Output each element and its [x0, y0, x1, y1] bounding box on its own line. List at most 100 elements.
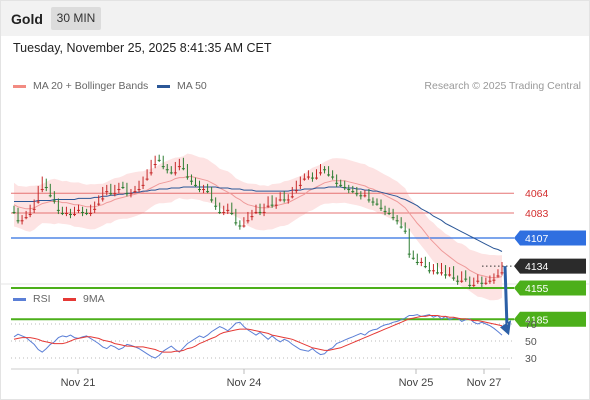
candle-body [278, 199, 282, 201]
candle [298, 176, 302, 190]
candle-body [339, 184, 343, 186]
candle [250, 209, 254, 221]
candle [254, 204, 258, 215]
timestamp: Tuesday, November 25, 2025 8:41:35 AM CE… [13, 41, 272, 55]
candle [193, 177, 197, 187]
candle [16, 207, 20, 224]
level-tag-4134 [514, 258, 586, 274]
candles-group [12, 154, 504, 290]
candle-body [327, 174, 331, 176]
candle [214, 197, 218, 210]
candle-body [36, 201, 40, 203]
candle-body [258, 211, 262, 213]
candle [435, 263, 439, 275]
candle [314, 169, 318, 180]
candle-body [331, 176, 335, 178]
candle [319, 164, 323, 176]
candle [48, 183, 52, 198]
candle-body [141, 184, 145, 186]
candle [347, 184, 351, 194]
candle [403, 222, 407, 234]
candle-body [16, 220, 20, 222]
candle-body [153, 164, 157, 166]
candle-body [403, 230, 407, 232]
candle [97, 195, 101, 206]
candle-body [488, 280, 492, 282]
candle [60, 206, 64, 216]
candle [185, 164, 189, 180]
candle-body [298, 184, 302, 186]
candle-body [121, 186, 125, 188]
candle [109, 183, 113, 196]
candle [44, 178, 48, 192]
candle [153, 155, 157, 169]
candle [226, 203, 230, 215]
candle [149, 159, 153, 176]
candle [141, 176, 145, 190]
legend-swatch-rsi [13, 297, 26, 301]
candle-body [476, 280, 480, 282]
candle-body [492, 279, 496, 281]
candle [323, 166, 327, 174]
candle-body [206, 191, 210, 193]
candle-body [81, 211, 85, 213]
candle [105, 184, 109, 196]
candle-body [133, 191, 137, 193]
candle [173, 161, 177, 176]
candle-body [68, 214, 72, 216]
candle-body [20, 220, 24, 222]
candle-body [435, 272, 439, 274]
rsi-ma-line [13, 315, 503, 353]
candle [258, 203, 262, 216]
candle [72, 206, 76, 217]
candle-body [173, 172, 177, 174]
candle [492, 273, 496, 284]
bollinger-band [14, 153, 502, 301]
candle-body [185, 176, 189, 178]
candle-body [234, 222, 238, 224]
timeframe-button[interactable]: 30 MIN [51, 7, 101, 30]
candle [89, 204, 93, 217]
candle [40, 176, 44, 193]
candle [427, 261, 431, 274]
candle-body [294, 190, 298, 192]
candle [359, 191, 363, 200]
candle [343, 180, 347, 191]
candle [448, 267, 452, 277]
candle-body [282, 199, 286, 201]
candle-body [419, 261, 423, 263]
candle [383, 205, 387, 216]
candle-body [145, 178, 149, 180]
candle-body [319, 172, 323, 174]
candle-body [40, 189, 44, 191]
candle [52, 191, 56, 204]
candle-body [24, 217, 28, 219]
candle [246, 211, 250, 224]
candle [387, 207, 391, 216]
candle-body [181, 168, 185, 170]
ma20-line [13, 176, 503, 279]
candle-body [367, 199, 371, 201]
candle [169, 166, 173, 175]
legend-label-ma20: MA 20 + Bollinger Bands [33, 80, 149, 92]
candle-body [480, 282, 484, 284]
candle [452, 266, 456, 281]
candle [339, 179, 343, 187]
candle-body [28, 214, 32, 216]
candle [456, 275, 460, 285]
legend-label-ma50: MA 50 [177, 80, 207, 92]
candle-body [60, 213, 64, 214]
legend-label-rsi: RSI [33, 293, 51, 305]
candle-body [250, 216, 254, 218]
candle [391, 208, 395, 221]
candle-body [214, 205, 218, 207]
candle-body [125, 193, 129, 195]
candle [85, 208, 89, 216]
candle [218, 202, 222, 215]
candle [12, 205, 16, 215]
candle-body [314, 177, 318, 179]
candle-body [323, 169, 327, 171]
candle-body [85, 213, 89, 214]
legend-item-ma50: MA 50 [157, 80, 207, 92]
